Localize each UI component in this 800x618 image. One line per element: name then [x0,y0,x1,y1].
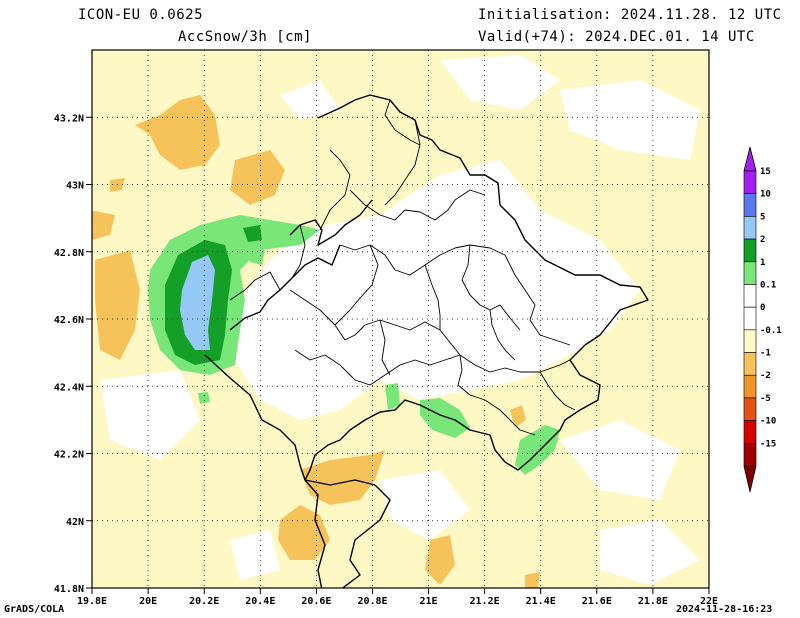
lat-tick-label: 42.8N [54,248,84,259]
colorbar-label: -15 [760,439,776,449]
lat-tick-label: 42N [66,517,84,528]
orange-patch [300,450,385,505]
colorbar-cell [743,306,757,331]
colorbar-label: 2 [760,235,765,245]
colorbar-labels: 15 10 5 2 1 0.1 0 -0.1 -1 -2 -5 -10 -15 [760,167,782,449]
white-region [280,80,340,120]
colorbar-label: -0.1 [760,326,782,336]
lon-tick-label: 20.2E [189,596,219,607]
colorbar-cell [743,374,757,399]
white-region [440,55,560,110]
orange-patch [278,505,330,560]
montenegro-serbia-border [289,199,373,246]
snow-light-green [198,392,210,404]
colorbar-cell [743,397,757,421]
colorbar-label: -10 [760,417,776,427]
lon-tick-label: 21.4E [526,596,556,607]
colorbar-label: 10 [760,190,771,200]
snow-light-green [385,383,400,410]
colorbar-cell [743,193,757,217]
orange-patch [230,150,285,205]
colorbar-cell [743,216,757,240]
orange-patch [135,95,220,170]
white-region [100,370,200,460]
lat-tick-label: 42.6N [54,315,84,326]
montenegro-albania-border [204,354,326,588]
snow-light-green [420,398,470,438]
lon-labels: 19.8E 20E 20.2E 20.4E 20.6E 20.8E 21E 21… [77,596,718,607]
montenegro-kosovo-border [229,244,341,331]
lat-labels: 41.8N 42N 42.2N 42.4N 42.6N 42.8N 43N 43… [54,113,84,595]
colorbar: 15 10 5 2 1 0.1 0 -0.1 -1 -2 -5 -10 -15 [743,146,782,493]
colorbar-label: -2 [760,371,771,381]
lon-tick-label: 21E [419,596,437,607]
snow-light-green [250,248,265,265]
colorbar-cell [743,170,757,194]
municipal-boundaries [229,99,576,436]
white-region [560,80,700,160]
albania-north-macedonia-border [304,479,391,588]
colorbar-cell [743,352,757,376]
orange-patch [92,210,115,240]
colorbar-cell [743,284,757,308]
colorbar-label: 1 [760,258,765,268]
snow-dark-green [243,225,262,242]
white-region [235,160,640,420]
colorbar-cells [743,170,757,467]
lon-tick-label: 20.6E [301,596,331,607]
colorbar-cell [743,420,757,444]
colorbar-bottom-arrow [743,465,757,493]
lon-tick-label: 19.8E [77,596,107,607]
footer-timestamp: 2024-11-28-16:23 [676,604,773,615]
snow-light-blue [180,255,215,350]
model-title: ICON-EU 0.0625 [78,7,204,23]
colorbar-label: -1 [760,349,771,359]
lat-tick-label: 41.8N [54,584,84,595]
valid-time: Valid(+74): 2024.DEC.01. 14 UTC [478,29,755,45]
lon-tick-label: 21.2E [470,596,500,607]
lon-tick-label: 21.6E [582,596,612,607]
lat-tick-label: 42.4N [54,382,84,393]
orange-patch [425,535,455,585]
orange-patch [525,572,540,588]
lon-tick-label: 20E [139,596,157,607]
white-region [600,520,700,585]
lon-tick-label: 21.8E [638,596,668,607]
colorbar-label: 0.1 [760,280,776,290]
lat-tick-label: 43.2N [54,113,84,124]
colorbar-label: 5 [760,212,765,222]
snow-field [92,50,709,588]
lat-tick-label: 43N [66,181,84,192]
lon-tick-label: 20.8E [357,596,387,607]
lon-tick-label: 20.4E [245,596,275,607]
lat-tick-label: 42.2N [54,450,84,461]
white-region [380,470,470,540]
tick-marks [86,116,710,594]
variable-title: AccSnow/3h [cm] [178,29,312,45]
colorbar-label: -5 [760,394,771,404]
white-region [230,530,280,580]
colorbar-label: 15 [760,167,771,177]
colorbar-top-arrow [743,146,757,172]
orange-patch [510,405,526,428]
colorbar-cell [743,261,757,285]
orange-patch [110,178,125,192]
footer-credit: GrADS/COLA [4,604,65,615]
colorbar-label: 0 [760,303,765,313]
colorbar-cell [743,238,757,263]
init-time: Initialisation: 2024.11.28. 12 UTC [478,7,782,23]
colorbar-cell [743,329,757,353]
orange-patch [95,250,140,360]
lon-tick-label: 22E [700,596,718,607]
white-region [560,420,680,500]
colorbar-cell [743,443,757,467]
